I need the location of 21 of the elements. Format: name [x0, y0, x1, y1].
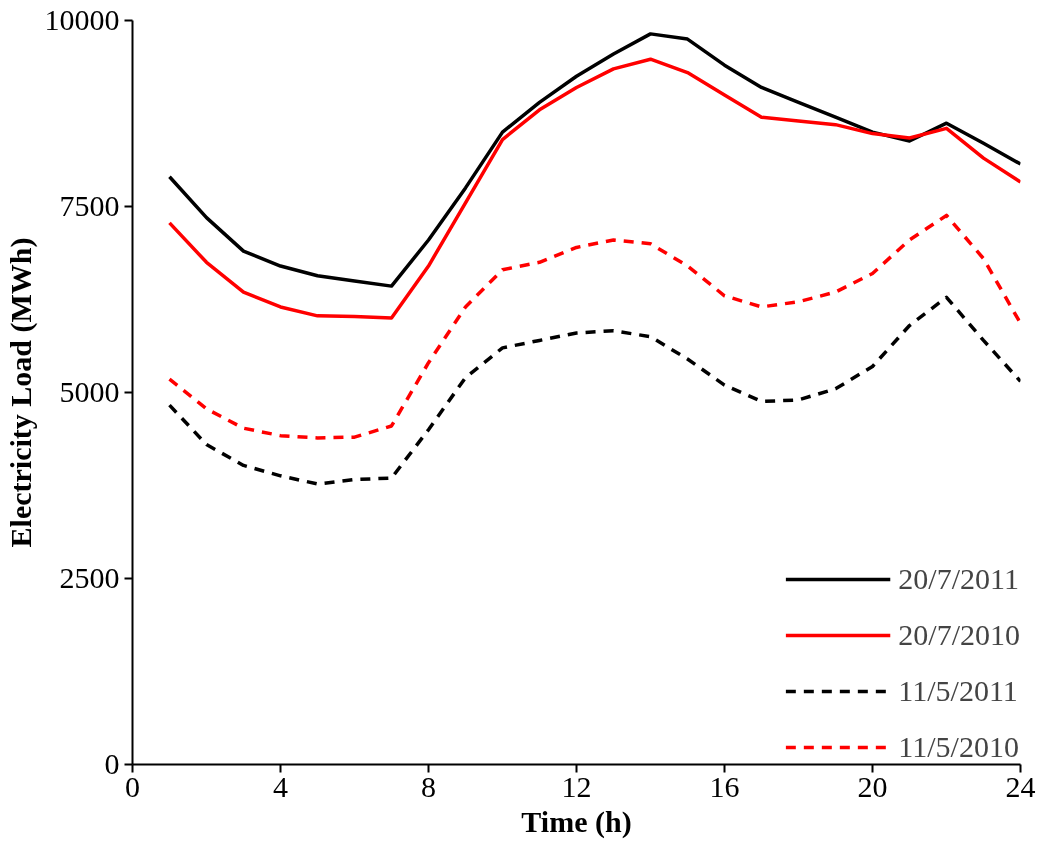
line-series: [167, 32, 1021, 288]
y-tick-label: 0: [104, 747, 120, 780]
x-tick-label: 16: [709, 769, 740, 803]
legend-label: 20/7/2011: [898, 562, 1019, 596]
legend-label: 11/5/2010: [898, 730, 1019, 764]
y-tick-label: 5000: [59, 375, 120, 408]
line-series: [167, 57, 1021, 320]
x-tick-label: 12: [561, 769, 592, 803]
x-tick-label: 24: [1005, 769, 1036, 803]
x-tick-label: 4: [273, 769, 288, 803]
y-tick-label: 2500: [59, 561, 120, 594]
legend-label: 11/5/2011: [898, 674, 1018, 708]
y-tick-label: 7500: [59, 189, 120, 222]
line-series: [167, 213, 1021, 440]
x-tick-label: 20: [857, 769, 888, 803]
x-tick-label: 8: [421, 769, 436, 803]
x-axis-title: Time (h): [521, 804, 632, 839]
legend-label: 20/7/2010: [898, 618, 1020, 652]
y-axis-title: Electricity Load (MWh): [3, 237, 38, 548]
y-tick-label: 10000: [44, 3, 120, 36]
line-series: [167, 295, 1021, 486]
